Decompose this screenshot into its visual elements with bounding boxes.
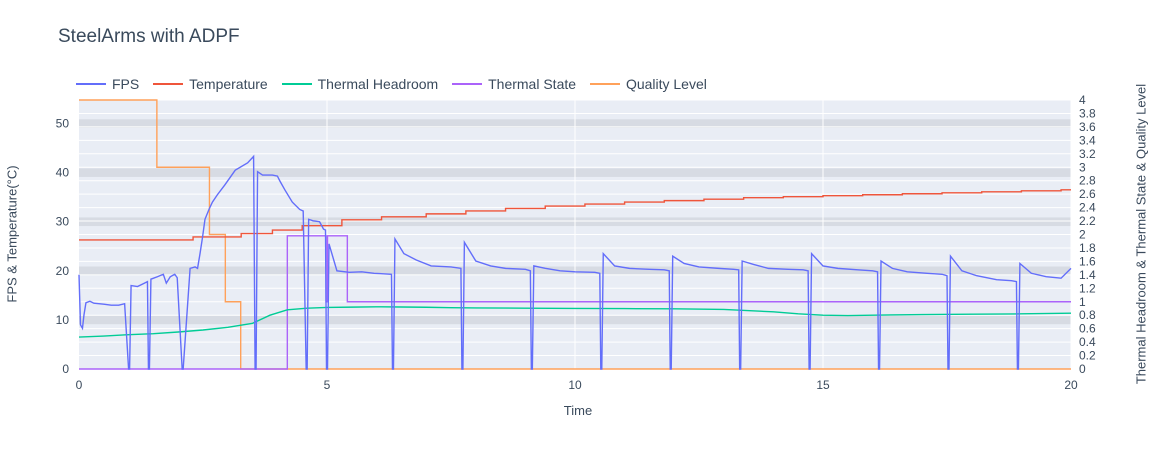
svg-text:40: 40 bbox=[56, 166, 70, 180]
svg-text:3.2: 3.2 bbox=[1079, 147, 1096, 161]
svg-text:3.6: 3.6 bbox=[1079, 120, 1096, 134]
svg-text:2.2: 2.2 bbox=[1079, 214, 1096, 228]
svg-text:2.4: 2.4 bbox=[1079, 201, 1096, 215]
svg-text:50: 50 bbox=[56, 117, 70, 131]
svg-text:4: 4 bbox=[1079, 93, 1086, 107]
svg-text:1.6: 1.6 bbox=[1079, 254, 1096, 268]
svg-text:1: 1 bbox=[1079, 295, 1086, 309]
svg-text:0.4: 0.4 bbox=[1079, 335, 1096, 349]
svg-text:3: 3 bbox=[1079, 160, 1086, 174]
svg-text:10: 10 bbox=[568, 378, 582, 392]
svg-text:0.8: 0.8 bbox=[1079, 308, 1096, 322]
svg-text:0.6: 0.6 bbox=[1079, 322, 1096, 336]
svg-text:3.4: 3.4 bbox=[1079, 133, 1096, 147]
svg-text:30: 30 bbox=[56, 215, 70, 229]
svg-text:20: 20 bbox=[1064, 378, 1078, 392]
svg-text:1.2: 1.2 bbox=[1079, 281, 1096, 295]
svg-text:1.4: 1.4 bbox=[1079, 268, 1096, 282]
svg-text:0: 0 bbox=[1079, 362, 1086, 376]
svg-text:3.8: 3.8 bbox=[1079, 106, 1096, 120]
svg-text:2.8: 2.8 bbox=[1079, 174, 1096, 188]
svg-text:0: 0 bbox=[62, 362, 69, 376]
svg-text:1.8: 1.8 bbox=[1079, 241, 1096, 255]
svg-text:10: 10 bbox=[56, 313, 70, 327]
svg-text:2: 2 bbox=[1079, 228, 1086, 242]
svg-text:20: 20 bbox=[56, 264, 70, 278]
svg-text:0: 0 bbox=[76, 378, 83, 392]
svg-text:15: 15 bbox=[816, 378, 830, 392]
svg-text:5: 5 bbox=[324, 378, 331, 392]
svg-text:0.2: 0.2 bbox=[1079, 349, 1096, 363]
svg-text:2.6: 2.6 bbox=[1079, 187, 1096, 201]
